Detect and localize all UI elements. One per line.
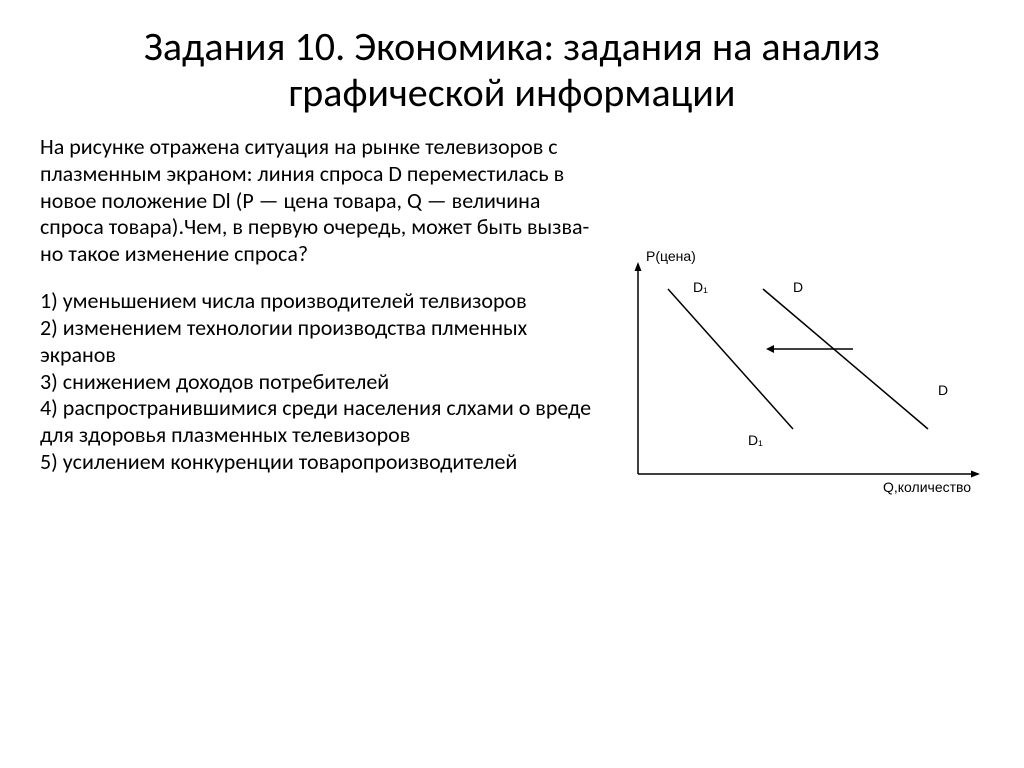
option-5: 5) усилением конкуренции товаропроизводи…: [40, 449, 600, 476]
page-title: Задания 10. Экономика: задания на анализ…: [40, 24, 984, 116]
label-d1-bottom: D₁: [748, 432, 763, 448]
label-d-bottom: D: [938, 382, 948, 398]
label-d-top: D: [793, 279, 803, 295]
demand-chart: P(цена) Q,количество D₁ D D₁ D: [608, 254, 988, 514]
text-column: На рисунке отражена ситуация на рынке те…: [40, 134, 600, 514]
option-3: 3) снижением доходов потребителей: [40, 369, 600, 396]
answer-options: 1) уменьшением числа производителей тел­…: [40, 288, 600, 476]
option-4: 4) распространившимися среди населения с…: [40, 395, 600, 449]
question-paragraph: На рисунке отражена ситуация на рынке те…: [40, 134, 600, 268]
y-axis-label: P(цена): [646, 248, 696, 264]
chart-column: P(цена) Q,количество D₁ D D₁ D: [608, 134, 988, 514]
label-d1-top: D₁: [693, 279, 708, 295]
x-axis-label: Q,количество: [883, 479, 971, 495]
option-2: 2) изменением технологии производства пл…: [40, 315, 600, 369]
content-row: На рисунке отражена ситуация на рынке те…: [40, 134, 984, 514]
option-1: 1) уменьшением числа производителей тел­…: [40, 288, 600, 315]
